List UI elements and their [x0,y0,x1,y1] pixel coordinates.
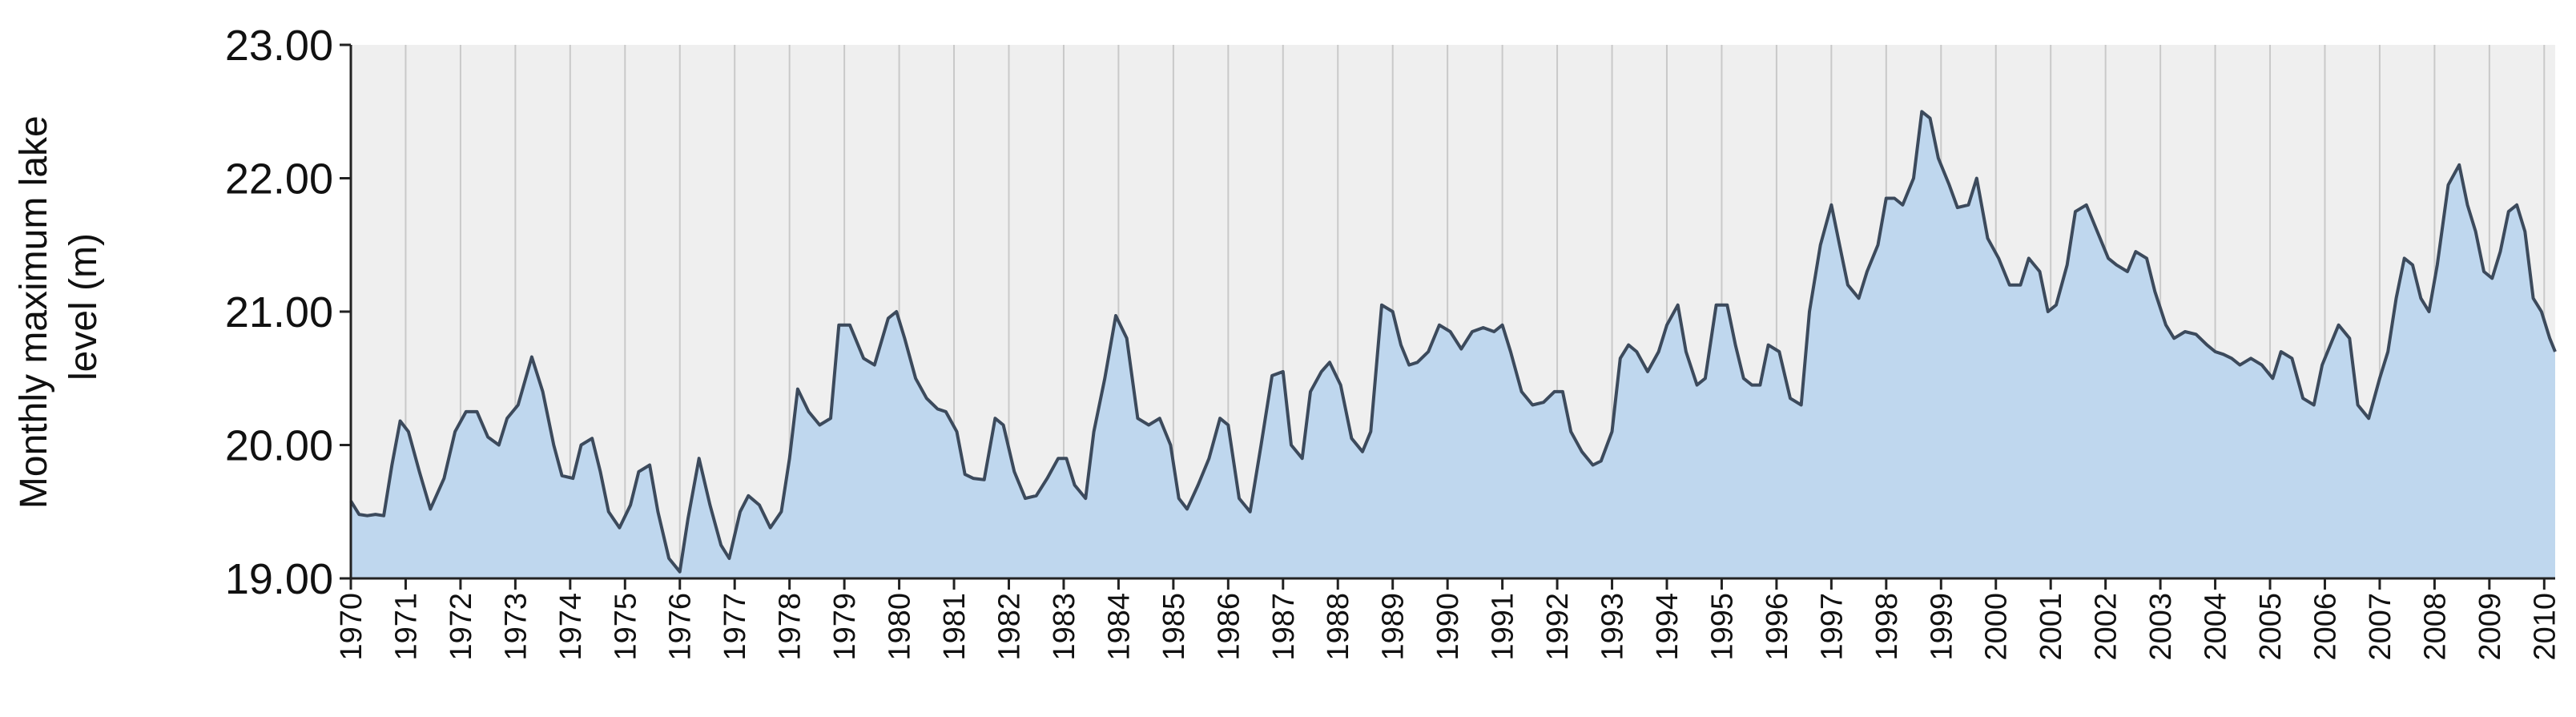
x-tick-label: 2009 [2473,593,2507,661]
x-tick-label: 1971 [389,593,423,661]
x-tick-label: 1998 [1870,593,1904,661]
x-tick-label: 1973 [499,593,533,661]
lake-level-area [351,111,2555,579]
y-tick-label: 20.00 [225,422,333,470]
x-tick-label: 1999 [1925,593,1958,661]
lake-level-line [349,110,2557,574]
x-tick-label: 1991 [1487,593,1520,661]
y-tick-label: 21.00 [225,288,333,336]
x-tick-label: 1990 [1431,593,1465,661]
y-axis-label: Monthly maximum lake level (m) [13,105,105,509]
x-tick-label: 1980 [883,593,917,661]
x-tick-label: 1984 [1102,593,1136,661]
x-tick-label: 1982 [992,593,1026,661]
x-tick-label: 2006 [2308,593,2342,661]
axes [340,43,2555,590]
x-tick-label: 2000 [1980,593,2014,661]
y-tick-label: 23.00 [225,22,333,70]
x-tick-label: 2002 [2090,593,2123,661]
x-tick-label: 1985 [1157,593,1191,661]
x-tick-label: 2005 [2254,593,2288,661]
x-tick-label: 1997 [1815,593,1849,661]
x-tick-label: 1970 [335,593,368,661]
y-axis-label-line-2: level (m) [62,233,105,381]
x-tick-label: 1988 [1322,593,1355,661]
x-tick-label: 1989 [1377,593,1411,661]
x-tick-label: 1993 [1596,593,1630,661]
x-tick-label: 1978 [774,593,807,661]
x-tick-label: 1995 [1705,593,1739,661]
x-tick-label: 1975 [609,593,642,661]
y-axis-label-line-1: Monthly maximum lake [13,115,55,509]
x-tick-label: 1977 [718,593,752,661]
x-tick-label: 1972 [445,593,478,661]
x-tick-label: 1981 [938,593,972,661]
x-tick-label: 1996 [1761,593,1794,661]
x-tick-label: 2001 [2035,593,2068,661]
x-tick-label: 1979 [828,593,862,661]
x-tick-label: 2004 [2200,593,2233,661]
x-tick-label: 1983 [1048,593,1081,661]
x-tick-label: 2010 [2528,593,2562,661]
x-tick-label: 2007 [2364,593,2397,661]
y-tick-label: 19.00 [225,555,333,603]
x-tick-label: 1986 [1212,593,1246,661]
y-tick-label: 22.00 [225,155,333,203]
x-tick-label: 1994 [1651,593,1684,661]
x-tick-label: 1974 [554,593,588,661]
x-tick-labels: 1970 1971 1972 1973 1974 1975 1976 1977 1978 1979… [335,593,2562,661]
x-tick-label: 2003 [2144,593,2178,661]
x-tick-label: 1992 [1541,593,1575,661]
x-tick-label: 1976 [664,593,698,661]
y-tick-labels: 19.00 20.00 21.00 22.00 23.00 [225,22,333,603]
x-tick-label: 1987 [1267,593,1301,661]
x-tick-label: 2008 [2418,593,2452,661]
